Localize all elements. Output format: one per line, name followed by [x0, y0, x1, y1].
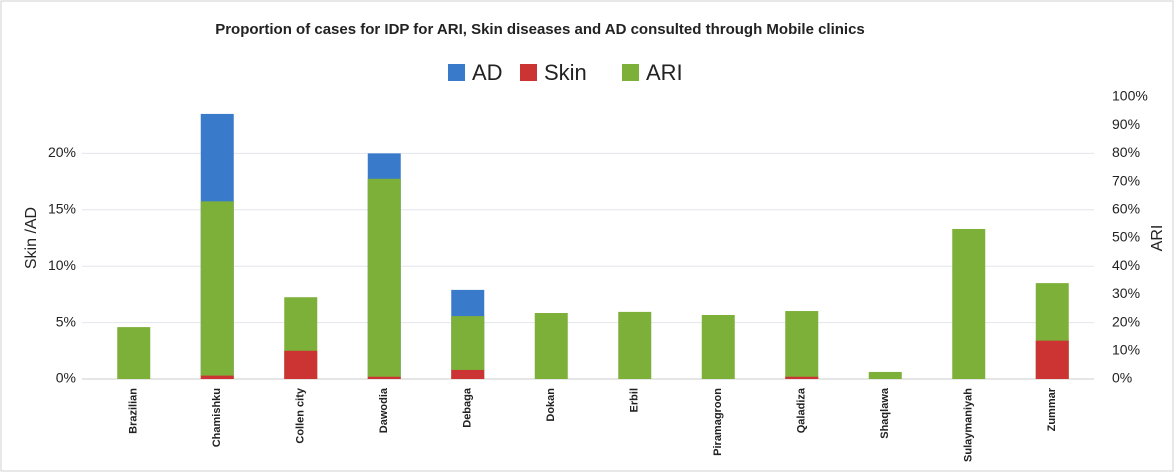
y-tick-label: 5% — [56, 313, 76, 329]
y2-tick-label: 10% — [1112, 342, 1140, 358]
bar-ari — [534, 313, 568, 379]
y-tick-label: 0% — [56, 370, 76, 386]
y2-axis-label: ARI — [1149, 225, 1166, 252]
y2-tick-label: 100% — [1112, 88, 1148, 104]
chart-title: Proportion of cases for IDP for ARI, Ski… — [215, 21, 865, 38]
x-tick-label: Collen city — [295, 387, 307, 444]
x-tick-label: Debaga — [462, 387, 474, 428]
x-tick-label: Piramagroon — [712, 388, 724, 456]
y2-tick-label: 80% — [1112, 144, 1140, 160]
legend-swatch — [520, 64, 537, 81]
y2-tick-label: 90% — [1112, 116, 1140, 132]
x-tick-label: Sulaymaniyah — [963, 388, 975, 462]
x-tick-label: Chamishku — [211, 388, 223, 447]
x-tick-label: Dawodia — [378, 387, 390, 433]
y2-tick-label: 0% — [1112, 370, 1132, 386]
y2-tick-label: 20% — [1112, 313, 1140, 329]
y-tick-label: 20% — [48, 144, 76, 160]
x-tick-label: Erbil — [629, 388, 641, 412]
x-tick-label: Zummar — [1046, 387, 1058, 431]
y-axis-label: Skin /AD — [23, 207, 40, 269]
bar-skin — [785, 376, 819, 379]
y2-tick-label: 60% — [1112, 201, 1140, 217]
bar-ari — [952, 228, 986, 379]
y-tick-label: 10% — [48, 257, 76, 273]
y2-tick-label: 30% — [1112, 285, 1140, 301]
bar-skin — [367, 376, 401, 379]
bar-ari — [618, 311, 652, 379]
x-tick-label: Qaladiza — [796, 387, 808, 433]
bar-ari — [868, 371, 902, 379]
legend-label: Skin — [544, 60, 587, 85]
bar-skin — [200, 375, 234, 379]
legend-swatch — [622, 64, 639, 81]
bar-ari — [367, 178, 401, 379]
y2-tick-label: 70% — [1112, 172, 1140, 188]
y-tick-label: 15% — [48, 201, 76, 217]
bar-skin — [1035, 340, 1069, 379]
bar-ari — [701, 314, 735, 379]
bar-skin — [284, 350, 318, 379]
bar-ari — [200, 201, 234, 379]
legend-swatch — [448, 64, 465, 81]
bar-ari — [451, 316, 485, 379]
y2-tick-label: 40% — [1112, 257, 1140, 273]
bar-skin — [451, 369, 485, 379]
bar-ari — [117, 327, 151, 379]
legend-label: ARI — [646, 60, 683, 85]
bar-ari — [785, 311, 819, 379]
x-tick-label: Dokan — [545, 388, 557, 422]
legend-label: AD — [472, 60, 503, 85]
x-tick-label: Shaqlawa — [879, 387, 891, 439]
x-tick-label: Brazilian — [128, 388, 140, 434]
y2-tick-label: 50% — [1112, 229, 1140, 245]
